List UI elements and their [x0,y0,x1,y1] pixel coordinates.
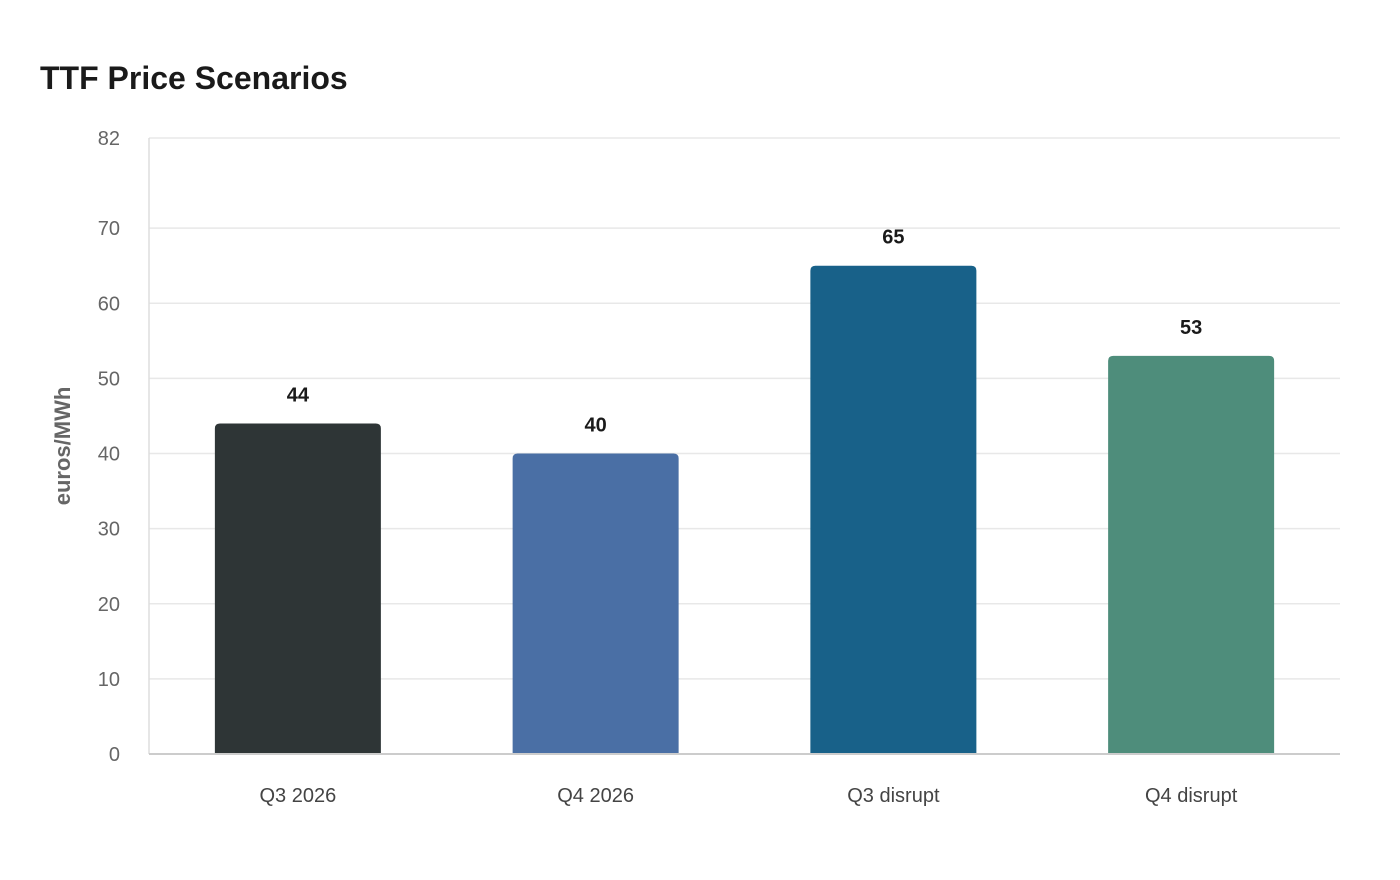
chart-title: TTF Price Scenarios [40,60,348,96]
y-tick-label: 82 [98,128,120,150]
y-tick-labels: 0 10 20 30 40 50 60 70 82 [98,128,120,766]
x-category-label: Q3 disrupt [847,785,940,807]
bar-value-label: 40 [585,415,607,437]
y-tick-label: 50 [98,368,120,390]
bar-q3-2026 [214,423,381,754]
y-tick-label: 10 [98,669,120,691]
bar-value-label: 44 [287,384,310,406]
bar-q4-2026 [512,453,679,754]
bar-value-label: 65 [882,227,904,249]
y-tick-label: 40 [98,444,120,466]
x-category-label: Q4 2026 [557,785,634,807]
bar-q3-disrupt [810,265,977,754]
y-tick-label: 70 [98,218,120,240]
y-tick-label: 60 [98,293,120,315]
bar-value-label: 53 [1180,317,1202,339]
x-category-label: Q4 disrupt [1145,785,1238,807]
bars [214,265,1275,754]
y-tick-label: 0 [109,744,120,766]
value-labels: 44 40 65 53 [287,227,1203,437]
y-axis-title: euros/MWh [50,387,75,506]
axes [148,138,1340,755]
bar-q4-disrupt [1108,355,1275,754]
x-category-labels: Q3 2026 Q4 2026 Q3 disrupt Q4 disrupt [260,785,1238,807]
x-category-label: Q3 2026 [260,785,337,807]
y-tick-label: 30 [98,519,120,541]
y-tick-label: 20 [98,594,120,616]
